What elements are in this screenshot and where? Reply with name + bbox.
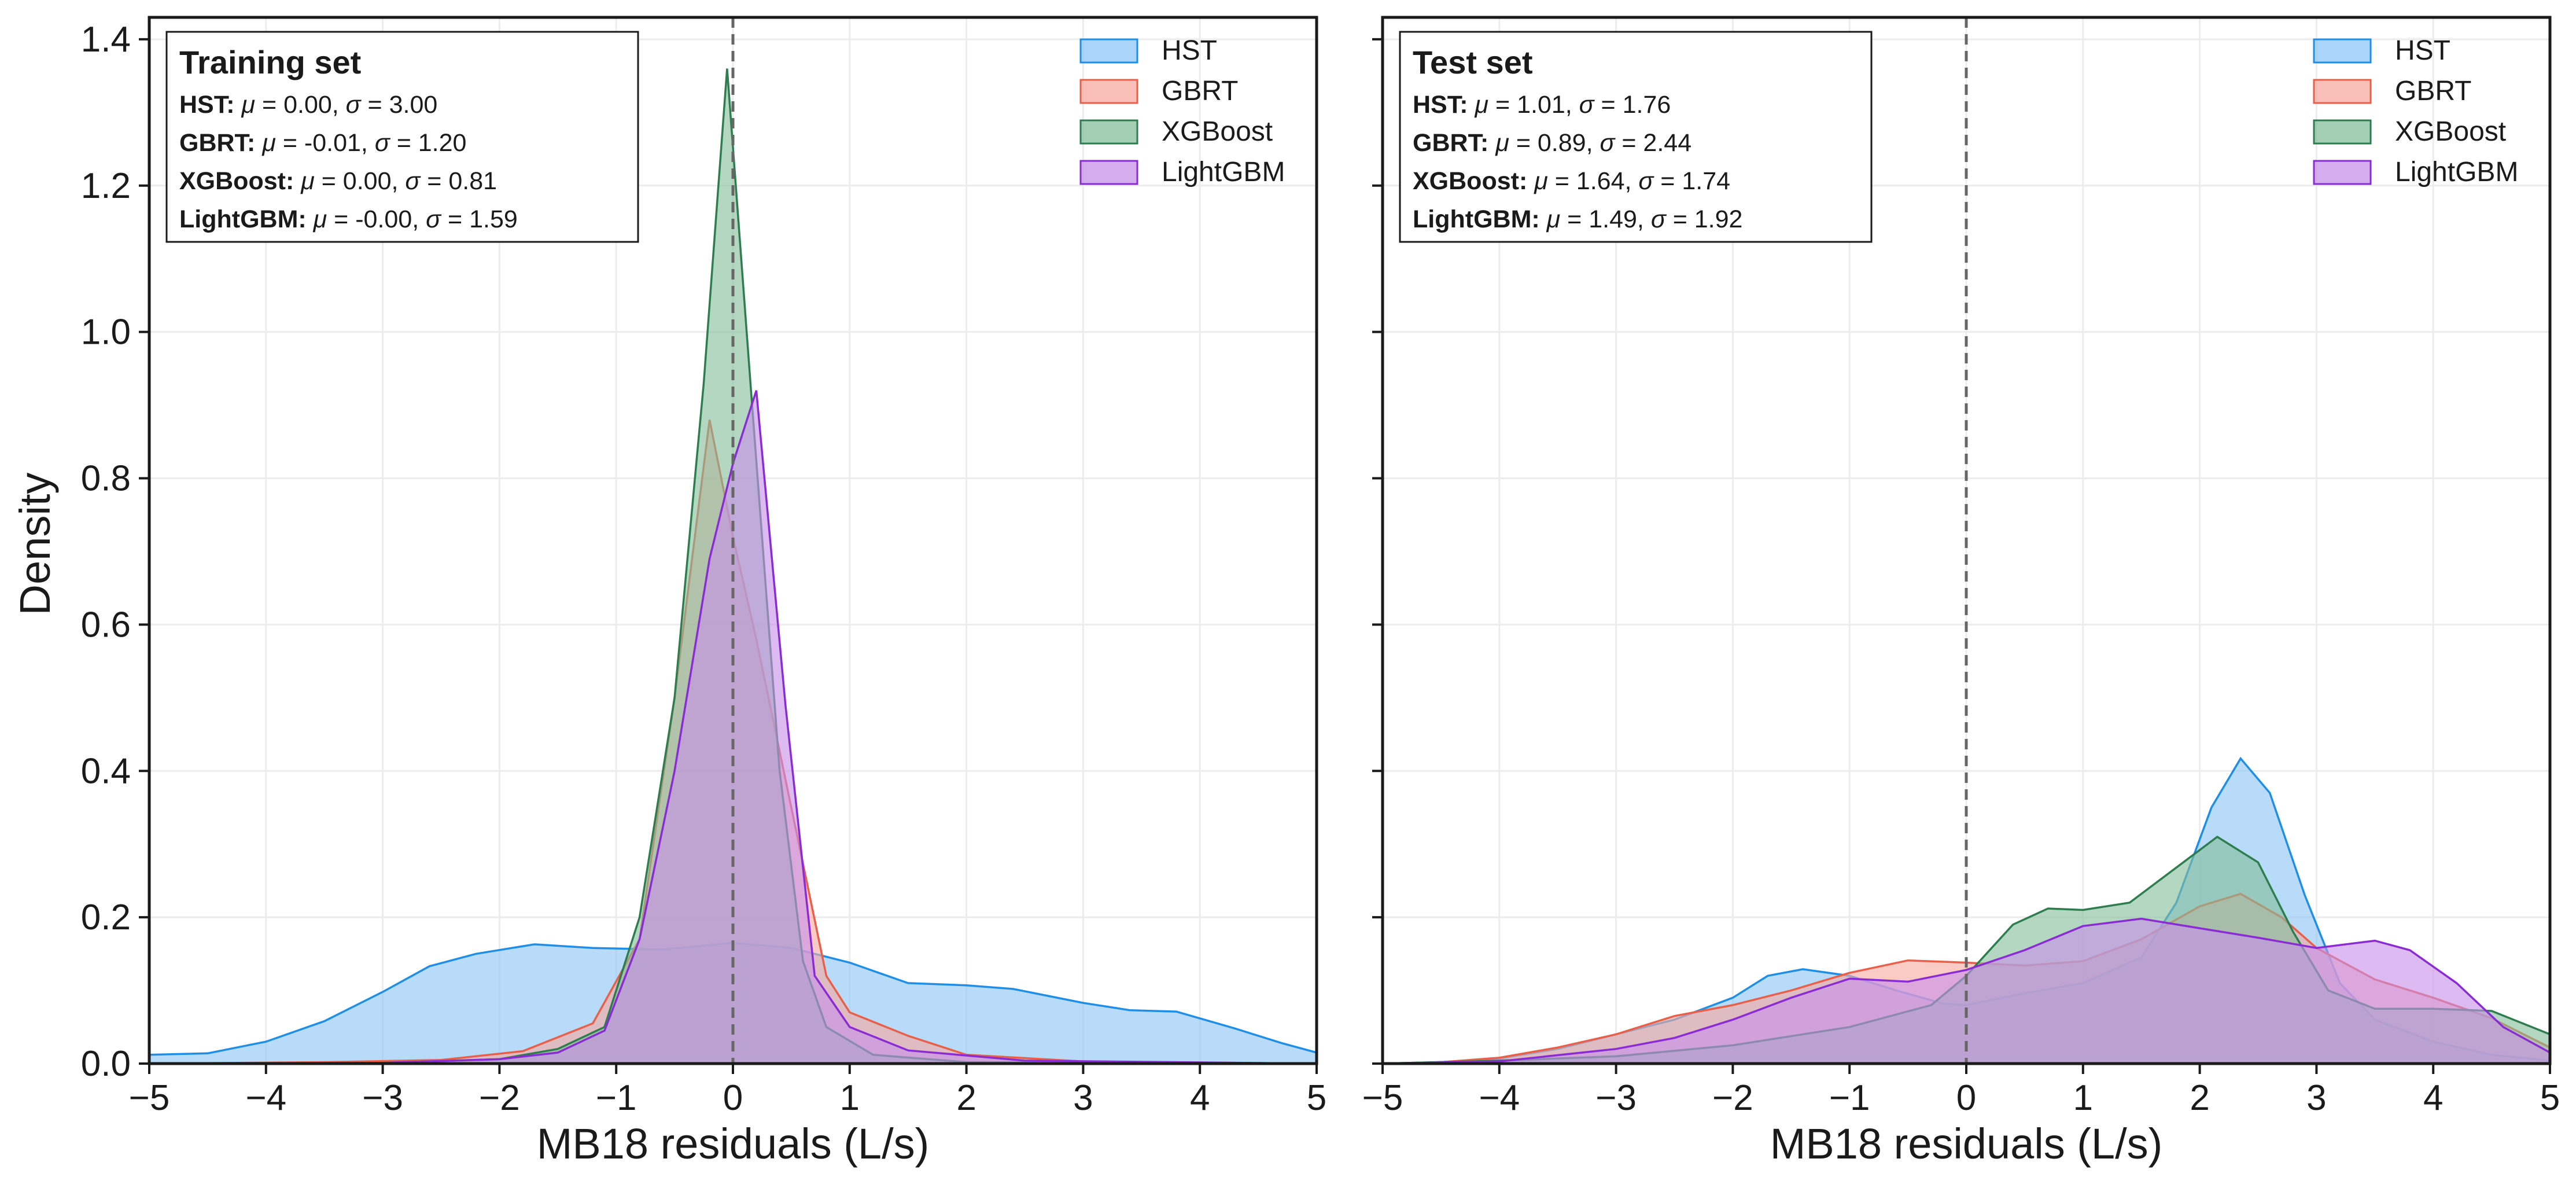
x-tick-label: 5 [1307,1078,1326,1118]
stats-line-hst: HST: μ = 0.00, σ = 3.00 [179,91,437,119]
legend-label-gbrt: GBRT [1162,76,1238,106]
x-tick-label: 4 [1190,1078,1210,1118]
y-tick-label: 0.6 [81,605,131,645]
y-tick-label: 1.0 [81,312,131,352]
x-tick-label: −2 [1712,1078,1753,1118]
legend: HST GBRT XGBoost LightGBM [2313,35,2518,187]
x-tick-label: −1 [1829,1078,1870,1118]
stats-box: Training set HST: μ = 0.00, σ = 3.00 GBRT… [165,31,639,243]
legend-swatch-hst [2313,38,2372,64]
legend-label-hst: HST [2395,35,2450,66]
y-axis-label: Density [11,473,59,616]
axis-ticks: −5 −4 −3 −2 −1 0 1 2 3 4 5 [1362,38,2560,1118]
panel-training-set: −5 −4 −3 −2 −1 0 1 2 3 4 5 0.0 0.2 0.4 0.6 0.8 1.0 1.2 1.4… [81,16,1326,1168]
x-tick-label: 2 [2190,1078,2209,1118]
density-line-lightgbm [149,390,1317,1065]
x-tick-label: −3 [362,1078,403,1118]
legend-label-xgboost: XGBoost [1162,116,1273,147]
stats-title: Test set [1413,44,1532,80]
x-tick-label: 1 [840,1078,860,1118]
legend-label-xgboost: XGBoost [2395,116,2506,147]
y-tick-label: 0.0 [81,1044,131,1084]
stats-line-xgboost: XGBoost: μ = 0.00, σ = 0.81 [179,167,497,195]
x-tick-label: 2 [956,1078,976,1118]
legend-label-hst: HST [1162,35,1217,66]
panel-test-set: −5 −4 −3 −2 −1 0 1 2 3 4 5 MB18 residuals (L/s) Te… [1362,16,2560,1168]
stats-line-gbrt: GBRT: μ = -0.01, σ = 1.20 [179,129,466,157]
x-tick-label: 0 [723,1078,743,1118]
stats-line-lightgbm: LightGBM: μ = -0.00, σ = 1.59 [179,205,518,233]
legend-swatch-gbrt [1079,79,1138,104]
stats-box-frame [1399,31,1873,243]
x-tick-label: −1 [596,1078,637,1118]
x-tick-label: −5 [1362,1078,1403,1118]
legend-swatch-lightgbm [1079,160,1138,185]
legend-label-lightgbm: LightGBM [1162,157,1285,187]
legend-swatch-xgboost [1079,119,1138,145]
legend-swatch-xgboost [2313,119,2372,145]
density-line-lightgbm [1382,917,2551,1065]
y-tick-label: 0.4 [81,751,131,791]
x-tick-label: −5 [129,1078,170,1118]
x-tick-label: −4 [1479,1078,1520,1118]
x-tick-label: 0 [1956,1078,1976,1118]
x-tick-label: 5 [2540,1078,2560,1118]
x-axis-label: MB18 residuals (L/s) [537,1120,930,1168]
axis-ticks: −5 −4 −3 −2 −1 0 1 2 3 4 5 0.0 0.2 0.4 0.6 0.8 1.0 1.2 1.4 [81,20,1326,1118]
x-tick-label: 3 [2306,1078,2326,1118]
legend-swatch-hst [1079,38,1138,64]
stats-box-frame [165,31,639,243]
legend-swatch-lightgbm [2313,160,2372,185]
y-tick-label: 0.2 [81,898,131,937]
legend-swatch-gbrt [2313,79,2372,104]
legend: HST GBRT XGBoost LightGBM [1079,35,1285,187]
x-tick-label: −4 [245,1078,286,1118]
stats-line-gbrt: GBRT: μ = 0.89, σ = 2.44 [1413,129,1691,157]
y-tick-label: 0.8 [81,459,131,499]
x-axis-label: MB18 residuals (L/s) [1770,1120,2163,1168]
legend-label-lightgbm: LightGBM [2395,157,2518,187]
legend-label-gbrt: GBRT [2395,76,2471,106]
x-tick-label: −2 [479,1078,520,1118]
y-tick-label: 1.4 [81,20,131,60]
y-tick-label: 1.2 [81,166,131,206]
x-tick-label: 1 [2073,1078,2093,1118]
x-tick-label: 4 [2423,1078,2443,1118]
stats-title: Training set [179,44,361,80]
stats-box: Test set HST: μ = 1.01, σ = 1.76 GBRT: μ … [1399,31,1873,243]
stats-line-hst: HST: μ = 1.01, σ = 1.76 [1413,91,1671,119]
stats-line-xgboost: XGBoost: μ = 1.64, σ = 1.74 [1413,167,1730,195]
x-tick-label: 3 [1073,1078,1093,1118]
x-tick-label: −3 [1595,1078,1637,1118]
stats-line-lightgbm: LightGBM: μ = 1.49, σ = 1.92 [1413,205,1742,233]
